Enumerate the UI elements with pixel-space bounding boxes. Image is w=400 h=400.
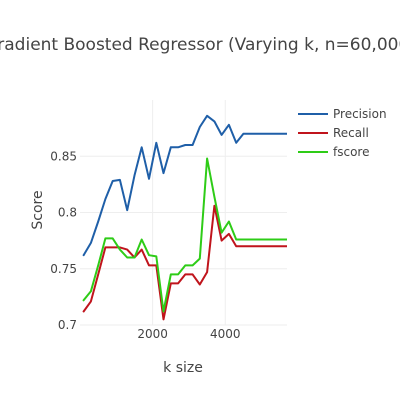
x-tick-label: 2000 bbox=[137, 327, 168, 341]
x-tick-label: 4000 bbox=[210, 327, 241, 341]
y-tick-label: 0.75 bbox=[50, 262, 77, 276]
chart-title: Gradient Boosted Regressor (Varying k, n… bbox=[0, 35, 400, 55]
y-axis-title: Score bbox=[30, 190, 46, 229]
legend-label: Recall bbox=[333, 126, 369, 140]
series-line-recall bbox=[84, 206, 287, 320]
series-line-precision bbox=[84, 116, 287, 255]
legend-item-precision[interactable]: Precision bbox=[298, 107, 387, 121]
legend-label: fscore bbox=[333, 145, 369, 159]
legend-label: Precision bbox=[333, 107, 387, 121]
y-tick-label: 0.7 bbox=[58, 318, 77, 332]
legend[interactable]: Precision Recall fscore bbox=[298, 107, 387, 159]
series-layer bbox=[84, 116, 287, 320]
y-tick-label: 0.85 bbox=[50, 149, 77, 163]
y-tick-label: 0.8 bbox=[58, 206, 77, 220]
legend-item-recall[interactable]: Recall bbox=[298, 126, 369, 140]
legend-item-fscore[interactable]: fscore bbox=[298, 145, 369, 159]
x-axis-title: k size bbox=[163, 360, 203, 376]
